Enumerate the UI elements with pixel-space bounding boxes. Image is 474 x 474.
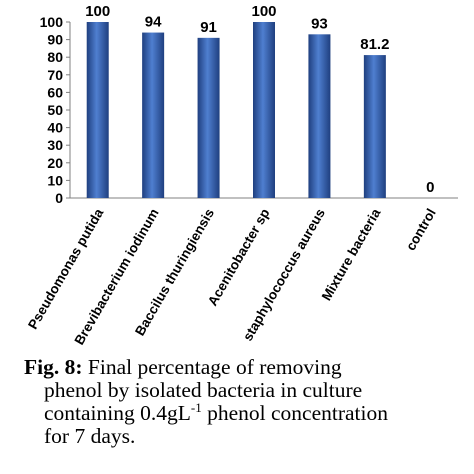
data-label: 100	[85, 3, 110, 20]
caption-line-4: for 7 days.	[44, 424, 136, 448]
data-label: 94	[145, 14, 162, 31]
category-label: control	[403, 206, 439, 253]
data-label: 81.2	[360, 36, 389, 53]
y-tick-label: 30	[47, 137, 63, 153]
category-label: Acenitobacter sp	[205, 206, 273, 308]
bar	[197, 37, 220, 199]
y-tick-label: 70	[47, 67, 63, 83]
caption-label: Fig. 8:	[24, 355, 83, 379]
y-tick-label: 100	[40, 14, 64, 30]
y-tick-label: 50	[47, 102, 63, 118]
y-tick-label: 80	[47, 49, 63, 65]
bar	[363, 55, 386, 199]
figure-caption: Fig. 8: Final percentage of removing phe…	[18, 356, 470, 448]
bar	[308, 34, 331, 198]
y-tick-label: 20	[47, 155, 63, 171]
data-label: 100	[251, 3, 276, 20]
caption-text-1: Final percentage of removing	[82, 355, 342, 379]
y-tick-label: 90	[47, 32, 63, 48]
caption-line-2: phenol by isolated bacteria in culture	[44, 378, 363, 402]
caption-superscript: -1	[190, 399, 202, 415]
caption-line-3: containing 0.4gL-1 phenol concentration	[18, 399, 470, 425]
caption-line-1: Fig. 8: Final percentage of removing	[18, 356, 470, 379]
caption-text-3a: containing 0.4gL	[44, 401, 191, 425]
y-tick-label: 60	[47, 84, 63, 100]
data-label: 91	[200, 19, 217, 36]
bar	[86, 22, 109, 198]
bar	[253, 22, 275, 198]
data-label: 93	[311, 15, 328, 32]
y-tick-label: 10	[47, 172, 63, 188]
caption-text-3b: phenol concentration	[201, 401, 389, 425]
bar	[142, 32, 165, 199]
y-tick-label: 0	[55, 190, 63, 206]
data-label: 0	[426, 179, 434, 196]
category-label: Mixture bacteria	[319, 206, 384, 304]
y-tick-label: 40	[47, 120, 63, 136]
